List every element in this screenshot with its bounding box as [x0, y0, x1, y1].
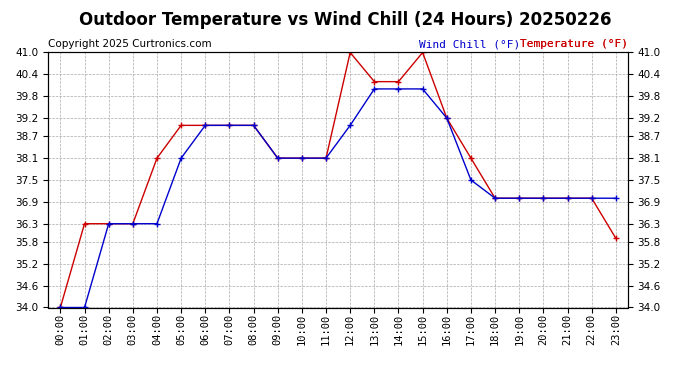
Text: Temperature (°F): Temperature (°F) [520, 39, 628, 50]
Text: Outdoor Temperature vs Wind Chill (24 Hours) 20250226: Outdoor Temperature vs Wind Chill (24 Ho… [79, 11, 611, 29]
Text: Wind Chill (°F): Wind Chill (°F) [419, 39, 520, 50]
Text: Temperature (°F): Temperature (°F) [520, 39, 628, 50]
Text: Copyright 2025 Curtronics.com: Copyright 2025 Curtronics.com [48, 39, 212, 50]
